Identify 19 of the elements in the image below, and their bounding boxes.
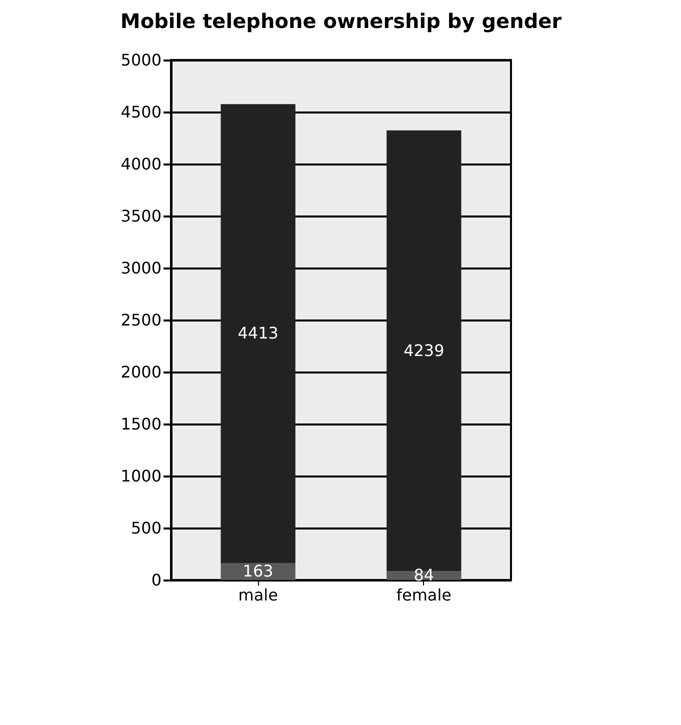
y-tick-label: 4000 [120, 154, 162, 174]
y-tick-label: 5000 [120, 50, 162, 70]
y-tick-label: 0 [151, 570, 162, 590]
x-tick-label: female [396, 586, 452, 604]
data-label: 84 [414, 566, 434, 585]
y-tick-label: 3500 [120, 206, 162, 226]
y-tick-label: 500 [130, 518, 162, 538]
data-label: 163 [242, 562, 274, 581]
y-tick-label: 4500 [120, 102, 162, 122]
y-tick-label: 1000 [120, 466, 162, 486]
bar [220, 104, 296, 564]
y-tick-label: 2000 [120, 362, 162, 382]
y-tick-label: 2500 [120, 310, 162, 330]
x-tick-label: male [238, 586, 278, 604]
y-tick-label: 3000 [120, 258, 162, 278]
data-label: 4413 [238, 324, 278, 343]
data-label: 4239 [404, 340, 444, 360]
chart-title: Mobile telephone ownership by gender [120, 9, 562, 33]
y-tick-label: 1500 [120, 414, 162, 434]
